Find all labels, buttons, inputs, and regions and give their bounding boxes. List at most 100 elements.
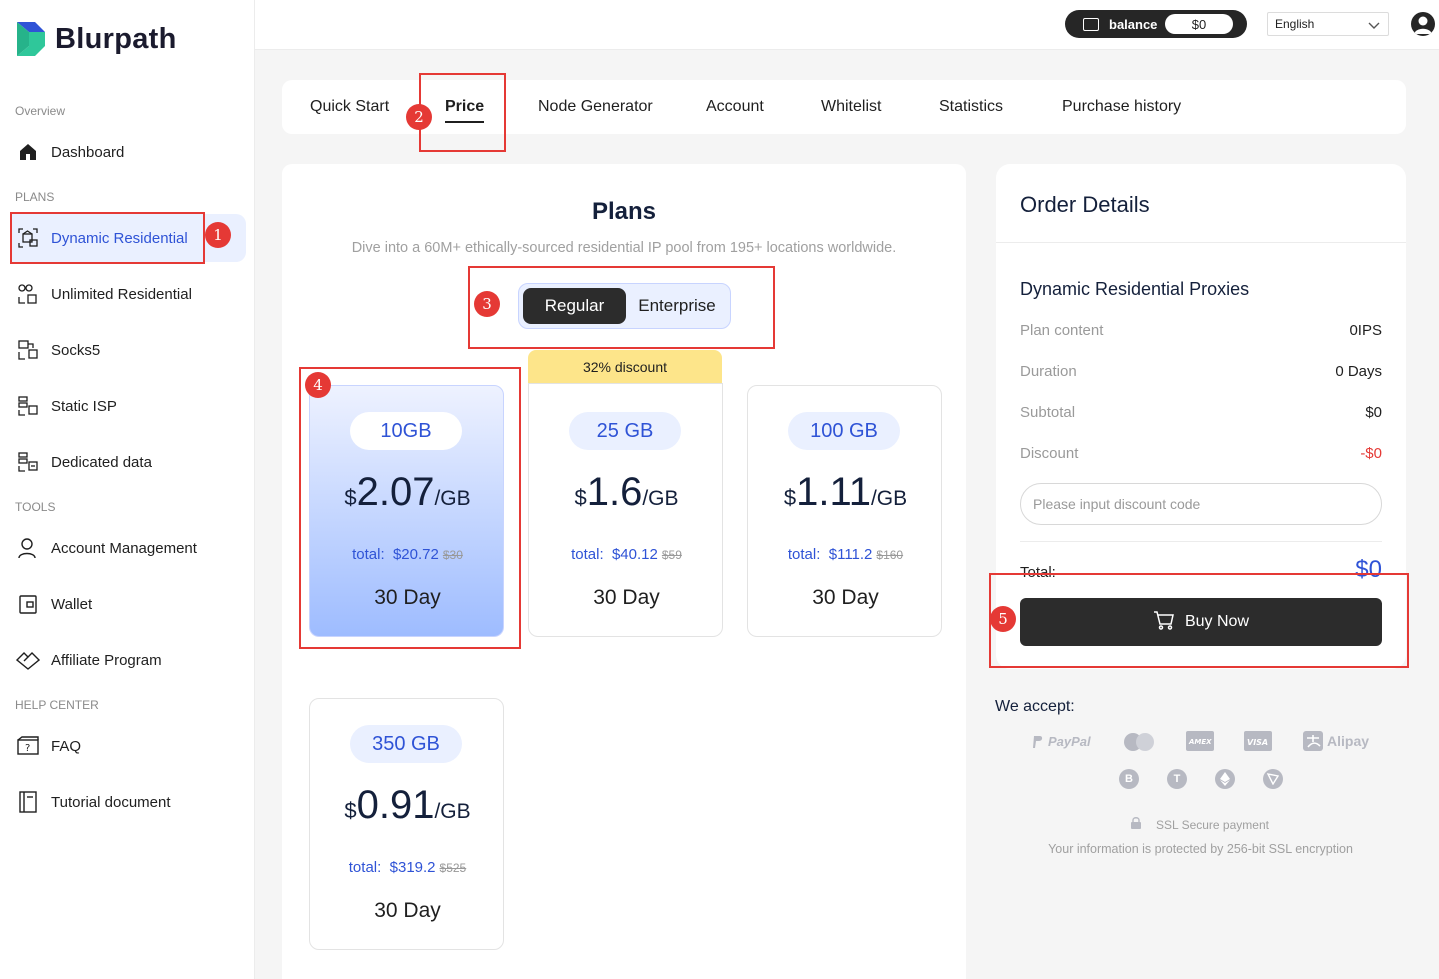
discount-code-input[interactable] xyxy=(1020,483,1382,525)
svg-text:VISA: VISA xyxy=(1247,738,1268,747)
brand-name: Blurpath xyxy=(55,22,177,55)
svg-text:?: ? xyxy=(25,743,30,754)
plan-card-350gb[interactable]: 350 GB $0.91/GB total: $319.2 $525 30 Day xyxy=(309,698,504,950)
affiliate-icon xyxy=(16,648,40,672)
sidebar-item-dedicated-data[interactable]: Dedicated data xyxy=(10,438,246,486)
plan-price: $1.6/GB xyxy=(574,470,679,514)
plan-size: 10GB xyxy=(350,412,462,450)
plan-type-toggle: Regular Enterprise xyxy=(518,283,731,329)
plans-title: Plans xyxy=(591,198,657,225)
order-row-subtotal: Subtotal $0 xyxy=(1020,404,1382,421)
balance-pill[interactable]: balance $0 xyxy=(1065,10,1247,38)
plan-old-price: $30 xyxy=(442,548,463,562)
plans-panel: Plans Dive into a 60M+ ethically-sourced… xyxy=(282,164,966,979)
plan-total: total: $319.2 $525 xyxy=(348,859,467,876)
tab-node-generator[interactable]: Node Generator xyxy=(538,98,653,115)
tab-whitelist[interactable]: Whitelist xyxy=(821,98,882,115)
tab-statistics[interactable]: Statistics xyxy=(939,98,1004,115)
sidebar-item-wallet[interactable]: Wallet xyxy=(10,580,246,628)
sidebar-item-label: Tutorial document xyxy=(51,793,171,811)
plan-card-10gb[interactable]: 10GB $2.07/GB total: $20.72 $30 30 Day xyxy=(309,385,504,637)
logo[interactable]: Blurpath xyxy=(15,20,177,58)
plan-card-100gb[interactable]: 100 GB $1.11/GB total: $111.2 $160 30 Day xyxy=(747,385,942,637)
buy-now-label: Buy Now xyxy=(1184,613,1250,630)
tab-account[interactable]: Account xyxy=(706,98,764,115)
ssl-secure-payment: SSL Secure payment xyxy=(1130,816,1269,833)
tether-icon: T xyxy=(1167,769,1187,789)
total-label: Total: xyxy=(1020,564,1056,581)
balance-value: $0 xyxy=(1165,14,1233,34)
plan-total: total: $40.12 $59 xyxy=(571,546,682,563)
topbar: balance $0 English xyxy=(255,0,1439,50)
sidebar-item-faq[interactable]: ? FAQ xyxy=(10,722,246,770)
tab-purchase-history[interactable]: Purchase history xyxy=(1062,98,1182,115)
user-icon xyxy=(16,536,40,560)
plan-card-25gb[interactable]: 25 GB $1.6/GB total: $40.12 $59 30 Day xyxy=(528,383,723,637)
plan-duration: 30 Day xyxy=(374,899,441,922)
ssl-note: Your information is protected by 256-bit… xyxy=(1048,842,1353,856)
home-icon xyxy=(16,140,40,164)
annotation-badge-2: 2 xyxy=(406,104,432,130)
divider xyxy=(1020,541,1382,542)
plans-subtitle: Dive into a 60M+ ethically-sourced resid… xyxy=(351,240,897,256)
sidebar-item-unlimited-residential[interactable]: Unlimited Residential xyxy=(10,270,246,318)
order-row-plan-content: Plan content 0IPS xyxy=(1020,322,1382,339)
sidebar-item-label: Account Management xyxy=(51,539,197,557)
plan-duration: 30 Day xyxy=(812,586,879,609)
balance-label: balance xyxy=(1109,16,1158,32)
sidebar-item-tutorial-document[interactable]: Tutorial document xyxy=(10,778,246,826)
socks5-icon xyxy=(16,338,40,362)
annotation-badge-1: 1 xyxy=(205,222,231,248)
sidebar-item-static-isp[interactable]: Static ISP xyxy=(10,382,246,430)
mastercard-icon xyxy=(1122,732,1156,752)
faq-icon: ? xyxy=(16,734,40,758)
plan-size: 100 GB xyxy=(788,412,900,450)
plan-price: $2.07/GB xyxy=(344,470,471,514)
toggle-regular[interactable]: Regular xyxy=(523,288,626,324)
sidebar-item-account-management[interactable]: Account Management xyxy=(10,524,246,572)
plan-total: total: $111.2 $160 xyxy=(787,546,904,563)
tab-quick-start[interactable]: Quick Start xyxy=(310,98,390,115)
amex-icon: AMEX xyxy=(1186,731,1214,751)
lock-icon xyxy=(1130,816,1142,833)
sidebar-item-socks5[interactable]: Socks5 xyxy=(10,326,246,374)
language-select[interactable]: English xyxy=(1267,12,1389,36)
discount-ribbon: 32% discount xyxy=(528,350,722,384)
plan-old-price: $59 xyxy=(661,548,682,562)
order-product: Dynamic Residential Proxies xyxy=(1020,279,1250,299)
sidebar-item-affiliate-program[interactable]: Affiliate Program xyxy=(10,636,246,684)
sidebar-item-label: FAQ xyxy=(51,737,82,755)
sidebar-item-dashboard[interactable]: Dashboard xyxy=(10,128,246,176)
section-overview-label: Overview xyxy=(15,104,66,118)
svg-text:AMEX: AMEX xyxy=(1188,738,1212,746)
section-tools-label: TOOLS xyxy=(15,500,56,514)
logo-mark-icon xyxy=(15,20,47,58)
buy-now-button[interactable]: Buy Now xyxy=(1020,598,1382,646)
static-isp-icon xyxy=(16,394,40,418)
sidebar-item-label: Dashboard xyxy=(51,143,125,161)
plan-price: $1.11/GB xyxy=(783,470,908,514)
toggle-enterprise[interactable]: Enterprise xyxy=(638,296,716,315)
dedicated-data-icon xyxy=(16,450,40,474)
plan-old-price: $160 xyxy=(876,548,904,562)
plan-size: 350 GB xyxy=(350,725,462,763)
residential-icon xyxy=(16,226,40,250)
annotation-badge-5: 5 xyxy=(990,606,1016,632)
section-plans-label: PLANS xyxy=(15,190,55,204)
tab-price[interactable]: Price xyxy=(445,80,485,134)
cart-icon xyxy=(1153,610,1175,635)
sidebar-item-label: Socks5 xyxy=(51,341,101,359)
avatar[interactable] xyxy=(1411,12,1435,36)
bitcoin-icon: B xyxy=(1119,769,1139,789)
plan-size: 25 GB xyxy=(569,412,681,450)
sidebar-item-label: Dynamic Residential xyxy=(51,229,188,247)
plan-duration: 30 Day xyxy=(593,586,660,609)
plan-old-price: $525 xyxy=(439,861,467,875)
alipay-icon: Alipay xyxy=(1303,731,1369,751)
visa-icon: VISA xyxy=(1244,731,1272,751)
unlimited-icon xyxy=(16,282,40,306)
plan-duration: 30 Day xyxy=(374,586,441,609)
sidebar-item-label: Static ISP xyxy=(51,397,117,415)
sidebar-item-label: Wallet xyxy=(51,595,93,613)
sidebar-item-label: Affiliate Program xyxy=(51,651,162,669)
